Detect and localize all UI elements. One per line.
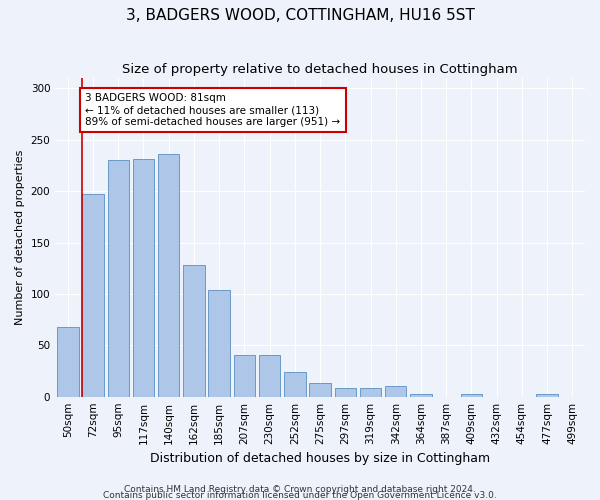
Text: 3, BADGERS WOOD, COTTINGHAM, HU16 5ST: 3, BADGERS WOOD, COTTINGHAM, HU16 5ST	[125, 8, 475, 22]
Bar	[360, 388, 381, 396]
Text: Contains public sector information licensed under the Open Government Licence v3: Contains public sector information licen…	[103, 490, 497, 500]
Bar	[335, 388, 356, 396]
Bar	[82, 194, 104, 396]
Bar	[107, 160, 129, 396]
Bar	[259, 354, 280, 397]
Bar	[385, 386, 406, 396]
Text: 3 BADGERS WOOD: 81sqm
← 11% of detached houses are smaller (113)
89% of semi-det: 3 BADGERS WOOD: 81sqm ← 11% of detached …	[85, 94, 340, 126]
Text: Contains HM Land Registry data © Crown copyright and database right 2024.: Contains HM Land Registry data © Crown c…	[124, 484, 476, 494]
Y-axis label: Number of detached properties: Number of detached properties	[15, 150, 25, 325]
X-axis label: Distribution of detached houses by size in Cottingham: Distribution of detached houses by size …	[150, 452, 490, 465]
Bar	[461, 394, 482, 396]
Title: Size of property relative to detached houses in Cottingham: Size of property relative to detached ho…	[122, 62, 518, 76]
Bar	[183, 265, 205, 396]
Bar	[158, 154, 179, 396]
Bar	[57, 327, 79, 396]
Bar	[410, 394, 432, 396]
Bar	[133, 160, 154, 396]
Bar	[536, 394, 558, 396]
Bar	[284, 372, 305, 396]
Bar	[233, 354, 255, 397]
Bar	[208, 290, 230, 397]
Bar	[310, 384, 331, 396]
